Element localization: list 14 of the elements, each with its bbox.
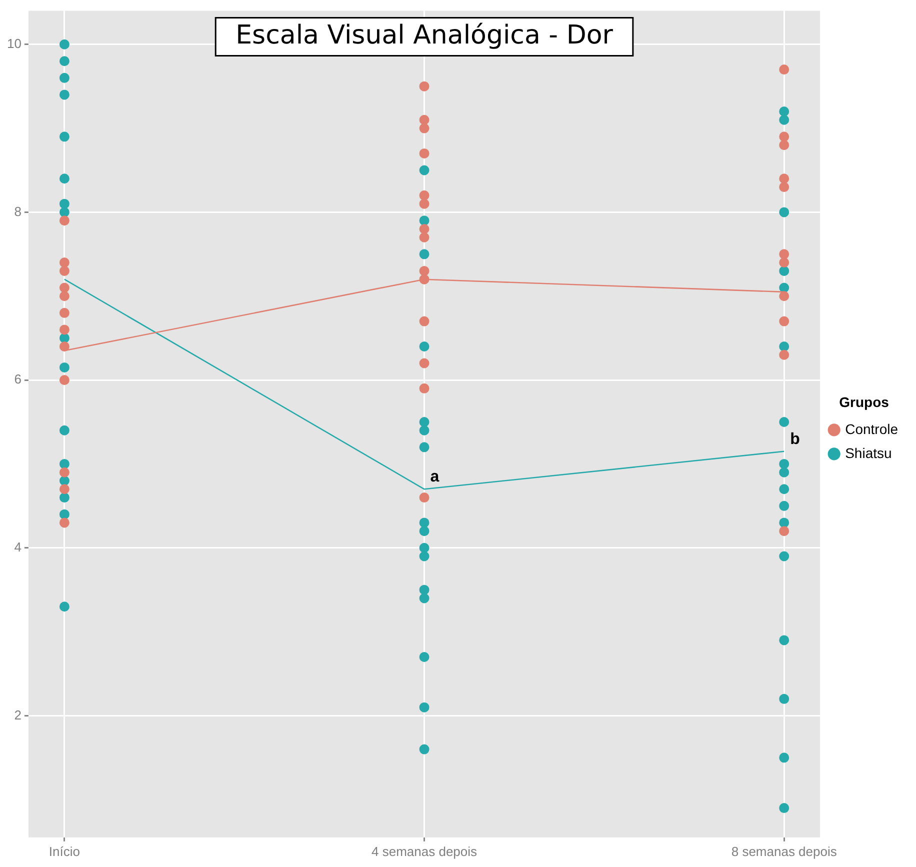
legend-label: Controle [845,420,898,437]
y-tick-label: 8 [14,204,22,219]
x-tick-label: 4 semanas depois [372,844,478,859]
legend-title: Grupos [839,394,890,410]
x-tick-label: Início [48,844,80,859]
x-tick-label: 8 semanas depois [731,844,838,859]
y-tick-label: 10 [6,36,22,51]
y-tick-label: 6 [14,372,22,387]
annotation: b [790,430,800,448]
y-tick-label: 2 [14,707,22,722]
y-tick-label: 4 [14,539,22,554]
chart-title: Escala Visual Analógica - Dor [236,20,614,51]
annotation: a [430,468,440,486]
legend-label: Shiatsu [845,444,892,461]
